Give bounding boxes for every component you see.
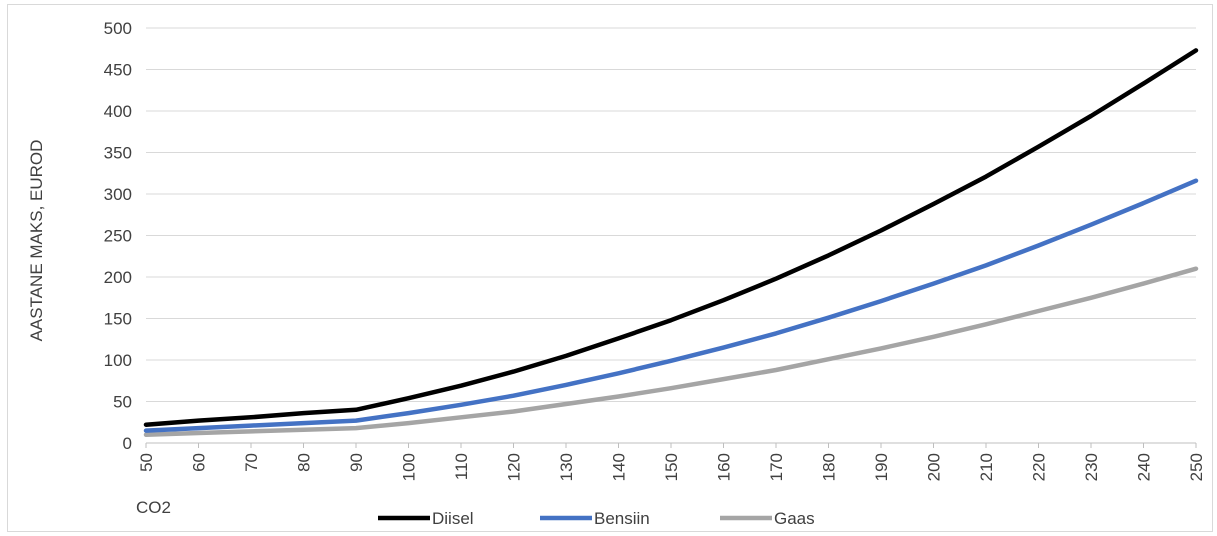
y-tick-label: 0 [123,434,132,453]
x-tick-label: 230 [1082,453,1101,481]
x-tick-label: 120 [505,453,524,481]
x-axis-title: CO2 [136,498,171,517]
x-tick-label: 250 [1187,453,1206,481]
x-tick-label: 160 [715,453,734,481]
x-tick-label: 90 [347,453,366,472]
y-tick-label: 250 [104,227,132,246]
x-tick-label: 190 [872,453,891,481]
x-tick-label: 60 [190,453,209,472]
x-tick-label: 170 [767,453,786,481]
y-tick-label: 200 [104,268,132,287]
x-tick-label: 130 [557,453,576,481]
x-tick-label: 200 [925,453,944,481]
x-tick-label: 50 [137,453,156,472]
y-tick-label: 500 [104,19,132,38]
series-lines [143,48,1199,437]
x-tick-label: 180 [820,453,839,481]
y-tick-label: 300 [104,185,132,204]
y-tick-label: 400 [104,102,132,121]
x-tick-label: 80 [295,453,314,472]
x-tick-label: 100 [400,453,419,481]
y-tick-label: 150 [104,310,132,329]
x-tick-label: 240 [1135,453,1154,481]
y-axis-title: AASTANE MAKS, EUROD [27,140,46,342]
gridlines [146,27,1196,444]
x-tick-label: 220 [1030,453,1049,481]
y-tick-label: 50 [113,393,132,412]
y-axis-ticks: 0 50 100 150 200 250 300 350 400 450 500 [104,19,132,453]
legend-label-gaas: Gaas [774,509,815,528]
legend-label-bensiin: Bensiin [594,509,650,528]
y-tick-label: 350 [104,144,132,163]
y-tick-label: 100 [104,351,132,370]
legend-label-diisel: Diisel [432,509,474,528]
series-line-gaas [143,266,1199,437]
series-line-diisel [143,48,1199,427]
x-tick-label: 210 [977,453,996,481]
legend: Diisel Bensiin Gaas [378,509,815,528]
x-tick-label: 70 [242,453,261,472]
chart-frame [7,4,1213,532]
x-axis-ticks: 50 60 70 80 90 100 110 120 130 140 150 160 170 180 190… [137,443,1206,481]
x-tick-label: 140 [610,453,629,481]
y-tick-label: 450 [104,61,132,80]
series-line-bensiin [143,178,1199,433]
x-tick-label: 110 [452,453,471,480]
x-tick-label: 150 [662,453,681,481]
